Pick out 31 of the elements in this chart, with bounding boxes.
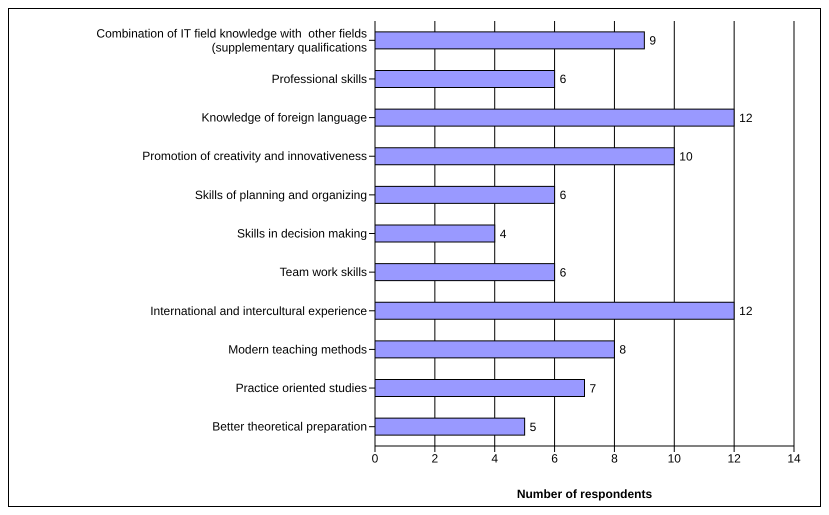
data-label: 8	[619, 342, 626, 357]
data-label: 7	[590, 381, 596, 396]
data-label: 6	[560, 188, 567, 202]
x-tick-label: 6	[551, 452, 558, 466]
y-tick-label: Promotion of creativity and innovativeness	[142, 149, 367, 164]
y-tick-label: Better theoretical preparation	[212, 420, 367, 434]
x-tick-label: 12	[727, 452, 742, 466]
y-tick-label: International and intercultural experience	[150, 304, 368, 318]
data-label: 6	[560, 72, 567, 86]
data-label: 10	[679, 149, 693, 164]
data-label: 9	[649, 34, 656, 48]
x-tick-label: 0	[372, 452, 379, 466]
data-label: 4	[500, 226, 507, 241]
y-tick-label: Combination of IT field knowledge with other fields (supplementary qualifications	[96, 26, 367, 54]
data-label: 5	[530, 420, 537, 434]
y-tick-label: Practice oriented studies	[236, 381, 367, 396]
x-tick-label: 4	[491, 452, 498, 466]
y-tick-label: Team work skills	[280, 265, 367, 280]
x-tick-label: 14	[787, 452, 801, 466]
data-label: 6	[560, 265, 567, 280]
data-label: 12	[739, 110, 753, 125]
y-tick-label: Modern teaching methods	[228, 342, 367, 356]
y-tick-label: Skills in decision making	[236, 226, 367, 240]
y-tick-label: Professional skills	[272, 72, 367, 86]
data-label: 12	[739, 304, 753, 318]
y-tick-label: Skills of planning and organizing	[194, 188, 367, 202]
x-axis-title: Number of respondents	[516, 487, 652, 501]
x-tick-label: 8	[611, 452, 618, 466]
x-tick-label: 10	[668, 452, 682, 466]
x-tick-label: 2	[432, 452, 439, 466]
y-tick-label: Knowledge of foreign language	[202, 110, 368, 125]
